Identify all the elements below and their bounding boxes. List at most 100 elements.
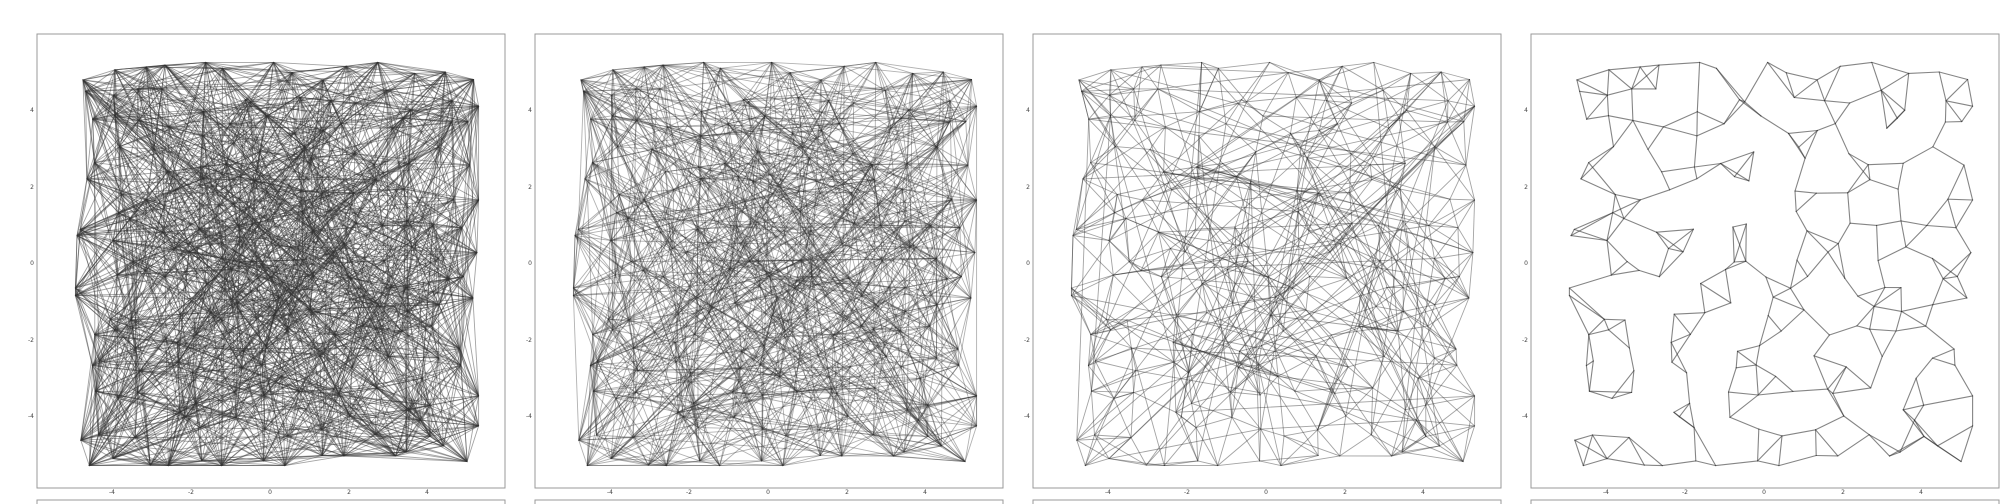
network-edge [161,88,403,332]
network-edge [241,220,408,369]
network-edge [179,372,194,413]
network-edge [266,65,347,117]
network-edge [202,135,335,253]
network-edge [112,276,464,460]
network-edge [94,287,392,336]
network-edge [236,302,433,327]
network-edge [114,313,181,331]
network-edge [309,309,364,327]
network-edge [144,251,190,271]
network-edge [226,151,261,164]
network-edge [221,67,223,467]
network-edge [251,259,304,262]
network-edge [116,274,166,278]
network-edge [266,61,275,117]
network-edge [273,61,295,134]
network-edge [350,277,364,327]
network-edge [138,119,204,180]
network-edge [174,248,190,253]
network-edge [179,283,208,315]
network-edge [395,409,410,457]
network-edge [202,135,261,153]
network-edge [286,79,324,332]
network-edge [383,260,392,288]
network-edge [174,248,241,263]
network-edge [229,123,241,178]
network-edge [414,72,452,123]
network-edge [401,330,462,366]
network-edge [94,334,96,392]
network-edge [74,218,131,289]
network-edge [179,227,463,315]
network-edge [229,123,295,134]
network-edge [375,325,433,330]
network-edge [259,130,324,153]
network-edge [408,162,480,201]
network-edge [231,269,238,304]
network-edge [79,228,134,263]
network-edge [168,126,177,191]
network-edge [145,199,243,369]
network-edge [236,302,263,366]
network-edge [138,61,207,121]
network-edge [179,304,440,315]
network-edge [319,355,353,368]
network-edge [265,315,275,347]
network-edge [98,115,268,436]
network-edge [309,251,335,311]
network-edge [235,364,263,418]
network-edge [451,100,471,166]
network-edge [254,180,384,226]
network-edge [362,310,408,327]
network-edge [273,61,293,74]
network-edge [94,334,244,352]
network-edge [319,328,377,357]
network-edge [82,79,336,336]
network-edge [333,121,452,390]
network-edge [188,226,240,253]
network-edge [243,350,335,390]
network-edge [82,79,163,90]
network-edge [462,252,478,277]
network-edge [264,390,300,430]
network-edge [264,375,283,430]
network-edge [312,230,345,245]
network-edge [82,79,265,396]
network-edge [176,295,365,343]
network-edge [438,304,462,366]
network-edge [382,71,446,226]
network-edge [229,115,268,125]
network-edge [382,220,408,226]
network-edge [145,66,163,90]
network-edge [273,315,336,336]
network-edge [408,109,412,164]
network-edge [86,146,120,180]
network-edge [176,102,357,343]
network-edge [251,223,267,347]
network-edge [234,391,265,396]
network-edge [76,151,261,237]
network-edge [302,243,345,261]
network-edge [432,225,463,229]
network-edge [355,164,375,224]
network-edge [354,102,357,155]
network-edge [299,97,412,111]
network-edge [333,356,389,390]
network-edge [231,269,300,392]
network-edge [240,176,345,457]
network-edge [202,111,238,304]
network-edge [330,100,413,248]
network-edge [164,64,223,69]
network-edge [179,391,235,413]
network-edge [387,325,433,357]
network-edge [134,347,141,372]
network-edge [448,278,474,299]
network-edge [333,224,384,253]
network-edge [406,227,463,289]
network-edge [114,88,139,117]
network-edge [382,162,410,226]
network-edge [273,61,384,226]
network-edge [86,162,96,180]
network-edge [205,61,335,253]
